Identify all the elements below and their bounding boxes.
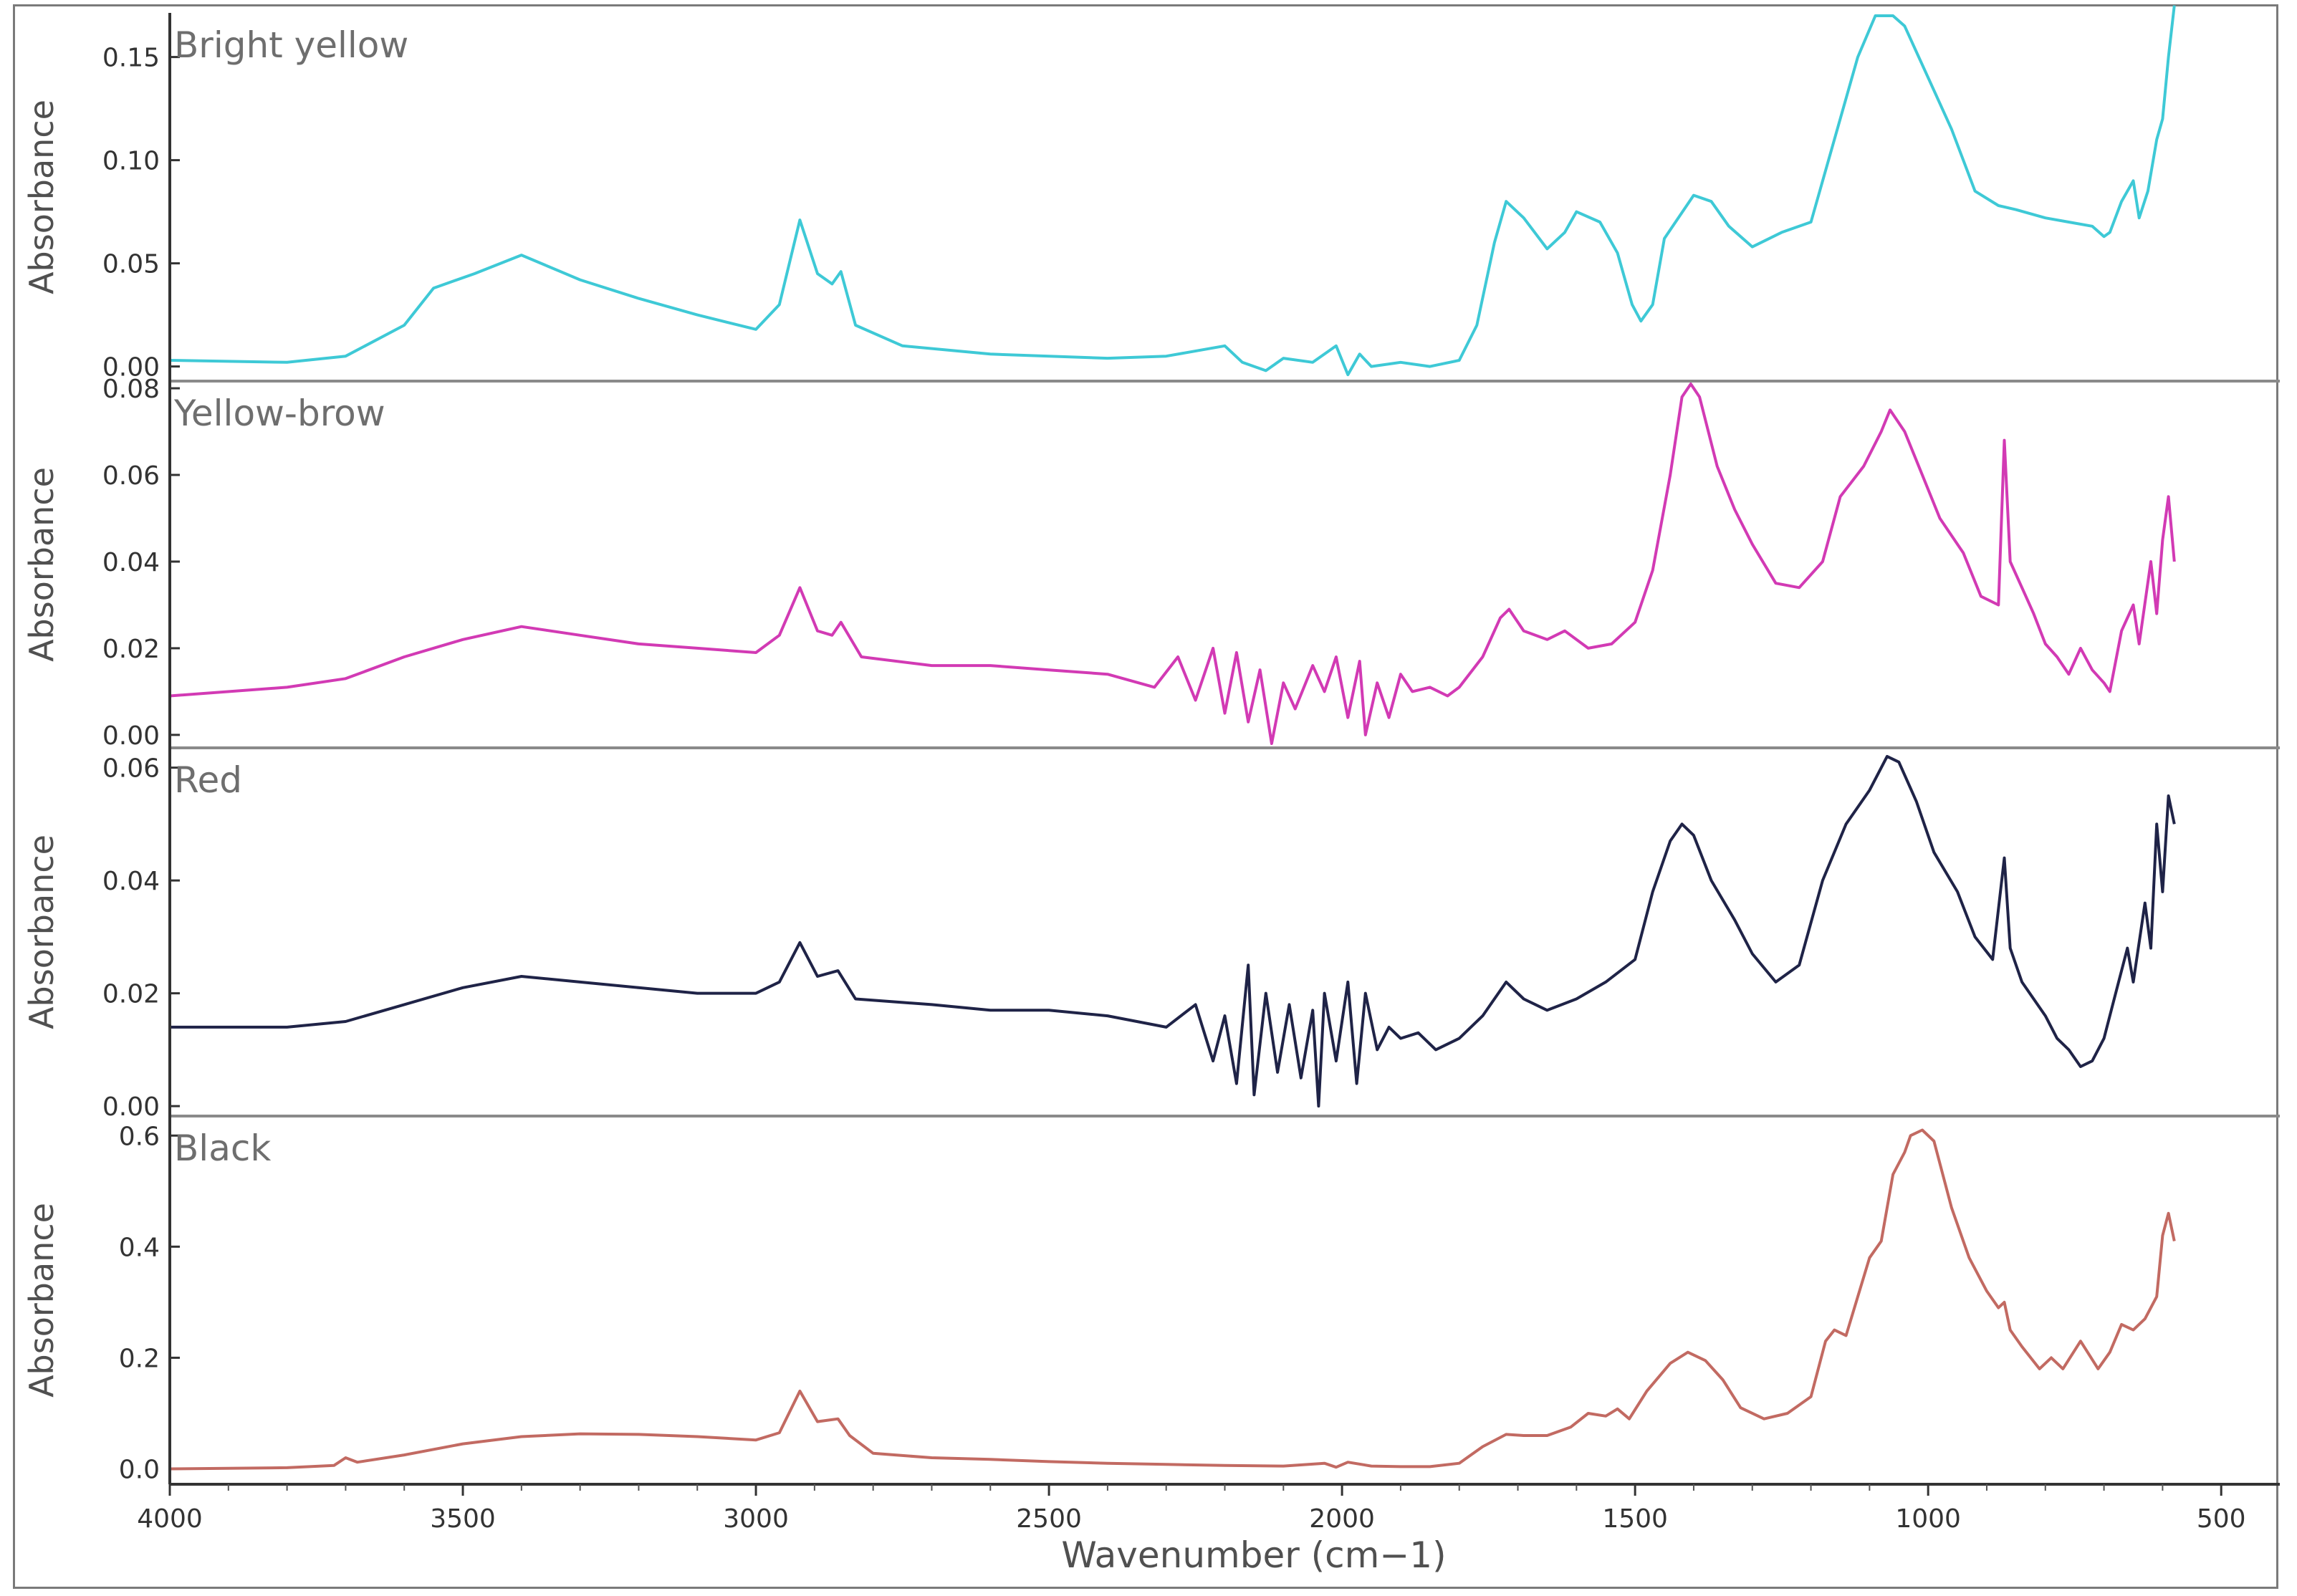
y-tick-label: 0.4 [119, 1233, 160, 1262]
y-axis-label: Absorbance [22, 467, 61, 662]
panel-title-yellow-brow: Yellow-brow [173, 393, 385, 434]
y-tick-label: 0.00 [102, 353, 160, 383]
spectrum-line-black [169, 1128, 2176, 1471]
y-axis-label: Absorbance [22, 1203, 61, 1398]
x-tick-label: 3500 [430, 1504, 496, 1534]
y-tick-label: 0.02 [102, 635, 160, 664]
x-tick-label: 4000 [137, 1504, 203, 1534]
panel-red: 0.00 0.02 0.04 0.06 Absorbance Red [22, 746, 2280, 1122]
x-tick-label: 2500 [1016, 1504, 1082, 1534]
y-tick-label: 0.2 [119, 1344, 160, 1373]
x-axis-label: Wavenumber (cm−1) [1061, 1534, 1446, 1576]
panel-bright-yellow: 0.00 0.05 0.10 0.15 Absorbance Bright yellow [22, 5, 2176, 383]
y-axis-label: Absorbance [22, 100, 61, 294]
y-tick-label: 0.08 [102, 375, 160, 404]
y-tick-label: 0.06 [102, 461, 160, 491]
x-tick-label: 3000 [723, 1504, 789, 1534]
x-tick-label: 1000 [1895, 1504, 1961, 1534]
y-tick-label: 0.02 [102, 980, 160, 1009]
spectrum-line-yellow-brow [169, 383, 2176, 745]
figure-frame [13, 4, 2278, 1589]
y-tick-label: 0.00 [102, 721, 160, 751]
y-tick-label: 0.05 [102, 250, 160, 279]
panel-title-red: Red [174, 759, 242, 801]
y-tick-label: 0.15 [102, 44, 160, 73]
y-tick-label: 0.6 [119, 1122, 160, 1151]
y-axis-label: Absorbance [22, 835, 61, 1029]
panel-black: 0.0 0.2 0.4 0.6 Absorbance Black [22, 1115, 2280, 1484]
y-tick-label: 0.04 [102, 548, 160, 577]
y-tick-label: 0.00 [102, 1092, 160, 1122]
panel-title-black: Black [174, 1128, 271, 1169]
x-tick-label: 2000 [1309, 1504, 1375, 1534]
panel-yellow-brow: 0.00 0.02 0.04 0.06 0.08 Absorbance Yellow-bro… [22, 375, 2280, 751]
y-tick-label: 0.06 [102, 754, 160, 784]
y-tick-label: 0.04 [102, 867, 160, 896]
x-tick-label: 500 [2197, 1504, 2246, 1534]
spectrum-line-red [170, 754, 2176, 1108]
panel-title-bright-yellow: Bright yellow [174, 24, 408, 66]
y-tick-label: 0.10 [102, 147, 160, 176]
x-tick-label: 1500 [1602, 1504, 1668, 1534]
spectrum-line-bright-yellow [169, 5, 2176, 377]
y-tick-label: 0.0 [119, 1455, 160, 1484]
